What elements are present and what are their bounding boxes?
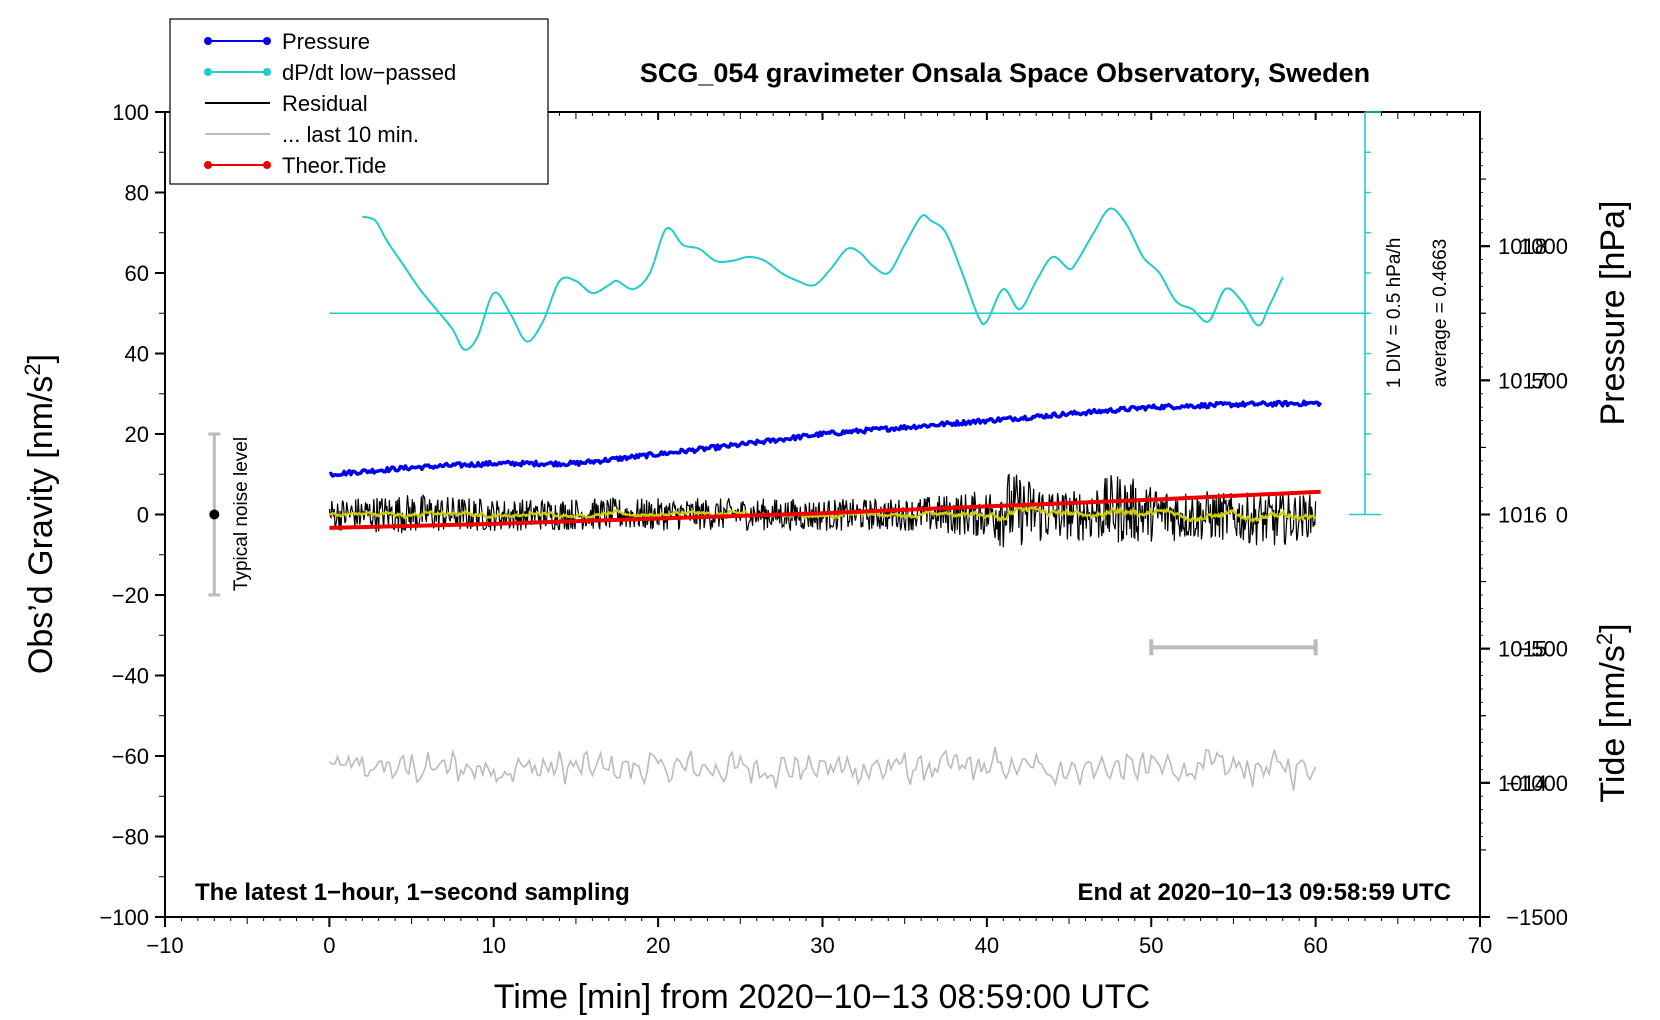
pressure-series: [328, 399, 1323, 478]
legend-label: dP/dt low−passed: [282, 60, 456, 85]
y-tick-label: 80: [125, 181, 149, 206]
x-tick-label: 0: [323, 933, 335, 958]
pressure-axis-title: Pressure [hPa]: [1594, 201, 1632, 426]
tide-line: [329, 489, 1321, 530]
x-tick-label: 40: [975, 933, 999, 958]
dpdt-scale-label: 1 DIV = 0.5 hPa/h: [1384, 238, 1405, 389]
y-tick-label: −80: [112, 825, 149, 850]
legend-marker: [263, 37, 271, 45]
caption-left: The latest 1−hour, 1−second sampling: [195, 879, 630, 906]
residual-smoothed-line: [329, 502, 1317, 523]
y-tick-label: −20: [112, 583, 149, 608]
y-tick-label: −60: [112, 744, 149, 769]
tide-series: [329, 489, 1321, 530]
legend-marker: [204, 161, 212, 169]
pressure-tick-label: 1017: [1498, 368, 1547, 393]
y-tick-label: 40: [125, 342, 149, 367]
legend-box: [169, 18, 549, 185]
x-tick-label: 50: [1139, 933, 1163, 958]
tide-tick-label: −500: [1518, 637, 1568, 662]
x-tick-label: −10: [146, 933, 183, 958]
tide-tick-label: 0: [1556, 503, 1568, 528]
legend-marker: [204, 68, 212, 76]
dpdt-line: [361, 207, 1284, 351]
tide-axis: 1000 500 0 −500 −1000 −1500: [1480, 178, 1568, 930]
legend-label: Residual: [282, 91, 368, 116]
legend-label: ... last 10 min.: [282, 122, 419, 147]
dpdt-average-label: average = 0.4663: [1430, 239, 1451, 387]
last-10-min-line: [328, 747, 1317, 791]
legend-marker: [263, 68, 271, 76]
x-tick-label: 10: [482, 933, 506, 958]
noise-level-center-dot: [209, 509, 220, 520]
noise-level-label: Typical noise level: [231, 437, 252, 591]
pressure-tick-label: 1015: [1498, 637, 1547, 662]
legend: Pressure dP/dt low−passed Residual ... last…: [169, 18, 549, 185]
legend-label: Theor.Tide: [282, 153, 386, 178]
pressure-tick-label: 1018: [1498, 234, 1547, 259]
x-tick-label: 70: [1468, 933, 1492, 958]
annotations: [208, 432, 1318, 656]
tide-axis-title: Tide [nm/s2]: [1592, 623, 1632, 802]
pressure-line: [328, 399, 1323, 478]
legend-label: Pressure: [282, 29, 370, 54]
y-tick-label: 0: [137, 503, 149, 528]
x-tick-label: 60: [1303, 933, 1327, 958]
left-y-axis-title: Obs’d Gravity [nm/s2]: [20, 354, 60, 674]
pressure-tick-label: 1014: [1498, 771, 1547, 796]
legend-marker: [204, 37, 212, 45]
dpdt-series: [329, 111, 1381, 516]
left-y-axis: 100 80 60 40 20 0 −20 −40 −60 −80 −100: [99, 100, 165, 930]
legend-marker: [263, 161, 271, 169]
caption-right: End at 2020−10−13 09:58:59 UTC: [1077, 879, 1451, 906]
x-axis: −10 0 10 20 30 40 50 60 70: [146, 112, 1492, 958]
y-tick-label: 60: [125, 261, 149, 286]
tide-tick-label: −1000: [1506, 771, 1568, 796]
x-tick-label: 30: [810, 933, 834, 958]
y-tick-label: −100: [99, 905, 149, 930]
tide-tick-label: −1500: [1506, 905, 1568, 930]
y-tick-label: 100: [112, 100, 149, 125]
last-10-min-series: [328, 747, 1317, 791]
y-tick-label: −40: [112, 664, 149, 689]
pressure-tick-label: 1016: [1498, 503, 1547, 528]
tide-tick-label: 1000: [1519, 234, 1568, 259]
chart-title: SCG_054 gravimeter Onsala Space Observat…: [640, 58, 1370, 88]
x-axis-title: Time [min] from 2020−10−13 08:59:00 UTC: [494, 978, 1150, 1016]
y-tick-label: 20: [125, 422, 149, 447]
x-tick-label: 20: [646, 933, 670, 958]
tide-tick-label: 500: [1531, 368, 1568, 393]
pressure-axis: 1018 1017 1016 1015 1014: [1480, 138, 1547, 851]
